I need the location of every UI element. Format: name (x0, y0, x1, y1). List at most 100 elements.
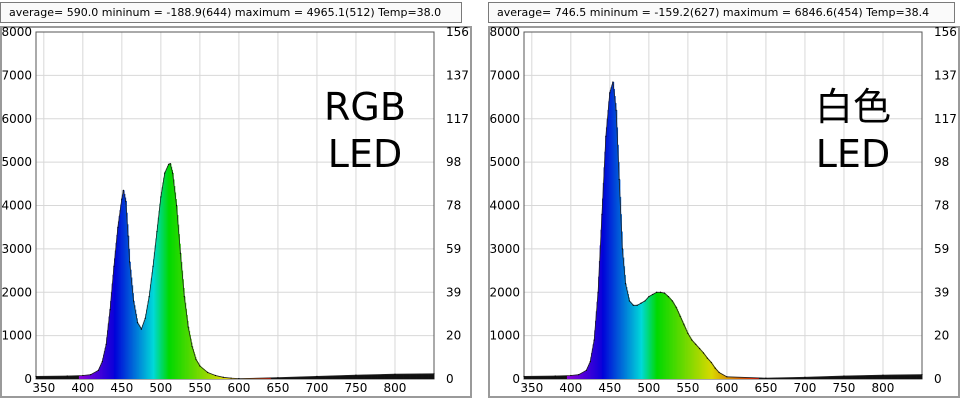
spectrum-bar (552, 375, 554, 379)
spectrum-bar (710, 361, 712, 379)
spectrum-bar (192, 346, 194, 379)
spectrum-bar (38, 376, 40, 379)
spectrum-bar (384, 374, 386, 379)
spectrum-bar (42, 376, 44, 379)
spectrum-bar (637, 304, 640, 379)
spectrum-bar (307, 376, 309, 379)
spectrum-bar (772, 377, 775, 379)
spectrum-bar (807, 377, 809, 379)
spectrum-bar (142, 324, 144, 379)
spectrum-bar (695, 344, 697, 379)
spectrum-bar (770, 378, 772, 379)
spectrum-bar (884, 375, 886, 379)
spectrum-bar (120, 204, 122, 379)
spectrum-bar (896, 374, 898, 379)
spectrum-bar (703, 352, 705, 379)
spectrum-bar (811, 377, 814, 379)
spectrum-bar (612, 82, 614, 379)
spectrum-bar (125, 201, 127, 379)
spectrum-bar (558, 375, 560, 379)
data-point (164, 172, 166, 174)
spectrum-bar (799, 377, 801, 379)
spectrum-bar (767, 378, 769, 379)
spectrum-bar (178, 234, 180, 379)
spectrum-bar (419, 373, 422, 379)
spectrum-bar (818, 376, 820, 379)
spectrum-bar (49, 376, 51, 379)
spectrum-bar (592, 344, 594, 379)
spectrum-bar (543, 376, 545, 379)
spectrum-bar (738, 377, 740, 379)
spectrum-bar (532, 376, 534, 379)
spectrum-bar (206, 371, 208, 379)
spectrum-bar (900, 374, 903, 379)
spectrum-bar (870, 375, 872, 379)
spectrum-bar (908, 374, 910, 379)
spectrum-bar (423, 373, 425, 379)
spectrum-bar (862, 375, 864, 379)
data-point (585, 369, 588, 371)
x-tick-label: 350 (32, 381, 55, 395)
spectrum-bar (227, 377, 230, 379)
x-tick-label: 700 (305, 381, 328, 395)
spectrum-bar (526, 376, 528, 379)
spectrum-bar (330, 375, 332, 379)
spectrum-bar (651, 294, 653, 379)
spectrum-bar (681, 319, 683, 379)
spectrum-bar (670, 299, 672, 379)
spectrum-bar (297, 377, 299, 379)
spectrum-bar (627, 290, 629, 379)
spectrum-bar (838, 376, 840, 379)
spectrum-bar (630, 301, 632, 379)
spectrum-bar (619, 179, 621, 379)
spectrum-bar (912, 374, 914, 379)
spectrum-bar (90, 374, 92, 379)
spectrum-bar (415, 373, 417, 379)
spectrum-bar (694, 342, 696, 379)
x-tick-label: 500 (149, 381, 172, 395)
spectrum-bar (708, 359, 711, 379)
stats-readout: average= 590.0 mininum = -188.9(644) max… (0, 2, 462, 23)
spectrum-bar (598, 276, 600, 379)
spectrum-bar (178, 224, 180, 379)
spectrum-bar (750, 377, 752, 379)
spectrum-bar (132, 293, 134, 379)
spectrum-bar (387, 374, 389, 379)
spectrum-bar (149, 284, 152, 379)
spectrum-bar (372, 374, 374, 379)
data-point (169, 163, 171, 165)
spectrum-bar (683, 324, 686, 379)
spectrum-bar (693, 341, 695, 379)
spectrum-bar (904, 374, 907, 379)
data-point (214, 374, 217, 377)
spectrum-bar (744, 377, 746, 379)
spectrum-bar (272, 377, 274, 379)
spectrum-bar (286, 377, 288, 379)
spectrum-bar (579, 373, 581, 379)
spectrum-bar (662, 292, 664, 379)
spectrum-bar (687, 331, 689, 379)
spectrum-bar (723, 375, 725, 379)
data-point (683, 324, 685, 326)
spectrum-bar (914, 374, 917, 379)
spectrum-bar (828, 376, 830, 379)
spectrum-bar (88, 374, 90, 379)
spectrum-bar (267, 377, 269, 379)
data-point (618, 178, 620, 181)
spectrum-bar (69, 375, 71, 379)
spectrum-bar (865, 375, 867, 379)
spectrum-bar (107, 323, 109, 379)
spectrum-bar (836, 376, 838, 379)
spectrum-bar (361, 374, 363, 379)
spectrum-bar (404, 374, 406, 379)
data-point (222, 376, 224, 378)
spectrum-bar (403, 374, 405, 379)
spectrum-bar (306, 376, 308, 379)
spectrum-bar (684, 326, 686, 379)
spectrum-bar (657, 292, 659, 379)
spectrum-bar (832, 376, 834, 379)
spectrum-bar (698, 347, 700, 379)
spectrum-bar (153, 259, 155, 379)
spectrum-bar (769, 378, 772, 379)
spectrum-bar (677, 310, 679, 379)
